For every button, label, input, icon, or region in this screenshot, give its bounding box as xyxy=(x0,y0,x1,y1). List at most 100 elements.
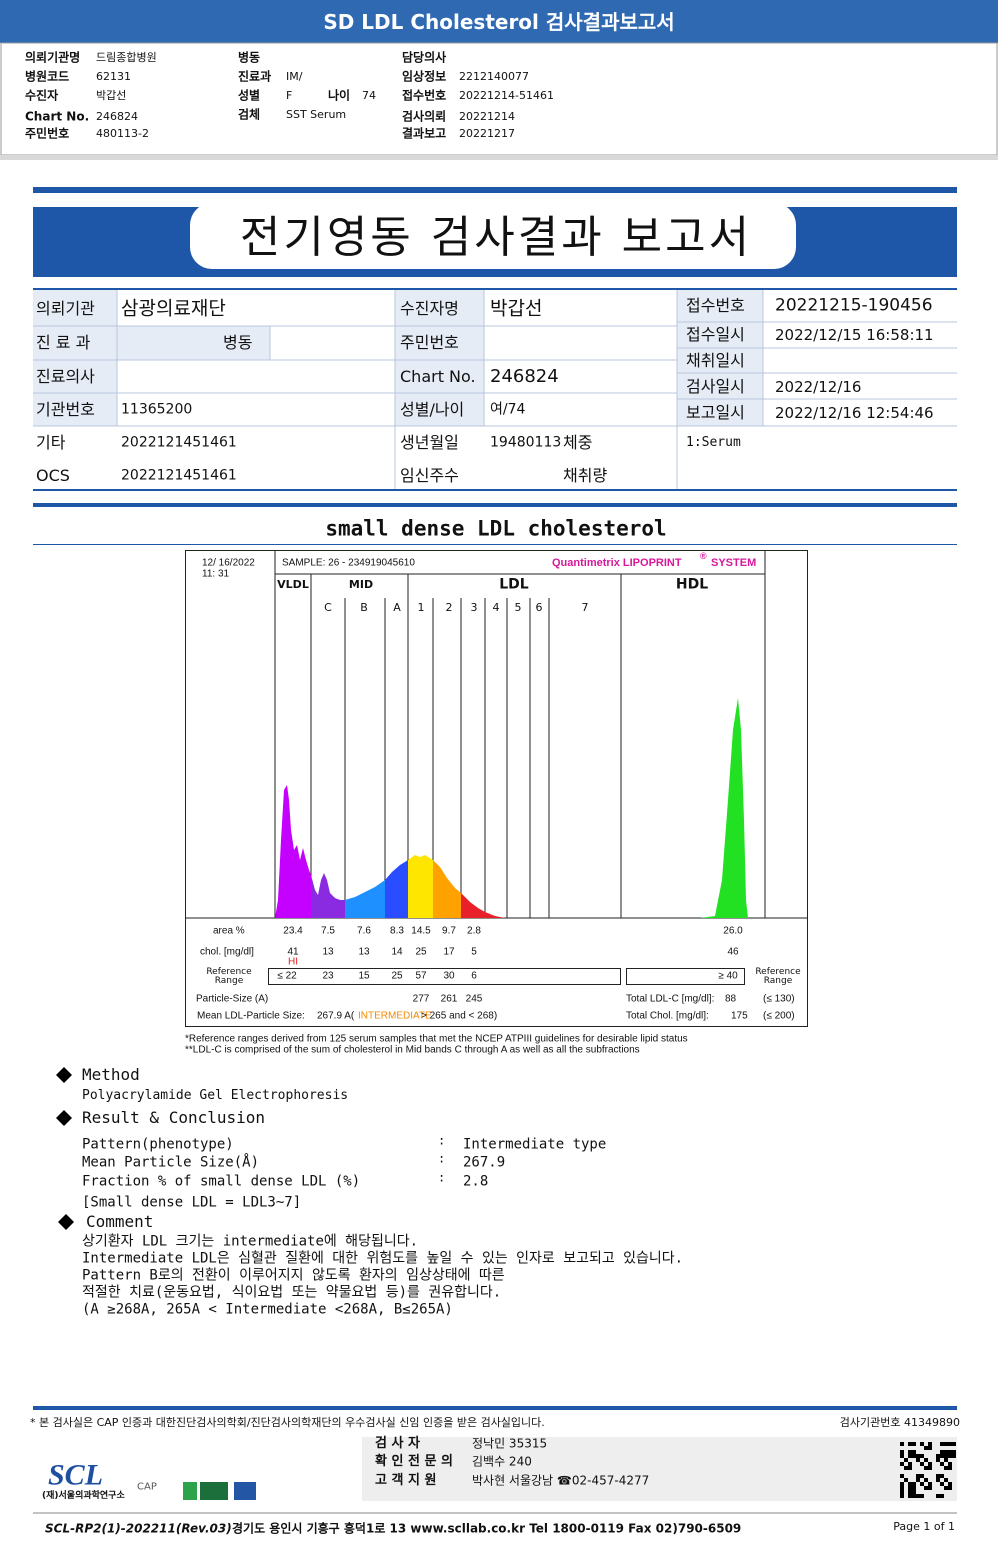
field-label: 수진자명 xyxy=(400,299,459,319)
band-label: 4 xyxy=(492,600,500,614)
chol-value: 14 xyxy=(391,946,403,958)
field-value: 병동 xyxy=(223,333,253,353)
qr-module xyxy=(912,1494,916,1498)
qr-module xyxy=(948,1482,952,1486)
qr-module xyxy=(900,1450,904,1454)
table-bottom xyxy=(33,489,957,491)
summary-label: 나이 xyxy=(328,88,351,103)
ref-boxes xyxy=(268,968,745,985)
field-label: 진료의사 xyxy=(36,367,95,387)
field-label: 접수일시 xyxy=(686,325,745,345)
chol-value: 13 xyxy=(358,946,370,958)
qr-module xyxy=(916,1494,920,1498)
result-value: 2.8 xyxy=(463,1173,489,1190)
qr-module xyxy=(944,1486,948,1490)
mean-class: INTERMEDIATE xyxy=(358,1010,432,1022)
field-value: 11365200 xyxy=(121,401,193,418)
section-heading: Comment xyxy=(86,1212,154,1232)
qr-module xyxy=(924,1458,928,1462)
qr-module xyxy=(908,1462,912,1466)
qr-module xyxy=(920,1454,924,1458)
qr-module xyxy=(920,1494,924,1498)
qr-module xyxy=(908,1482,912,1486)
field-label: 검사일시 xyxy=(686,377,745,397)
row-label: Mean LDL-Particle Size: xyxy=(197,1010,305,1022)
qr-module xyxy=(904,1466,908,1470)
result-label: Fraction % of small dense LDL (%) xyxy=(82,1173,361,1190)
summary-label: 검사의뢰 xyxy=(402,109,447,124)
summary-value: 480113-2 xyxy=(96,126,149,140)
field-value: 1:Serum xyxy=(686,434,741,450)
qr-code xyxy=(900,1442,956,1498)
band-label: 3 xyxy=(470,600,478,614)
summary-label: 성별 xyxy=(238,88,261,103)
cert-logos xyxy=(183,1482,256,1500)
page-number: Page 1 of 1 xyxy=(893,1519,955,1533)
qr-module xyxy=(928,1482,932,1486)
qr-module xyxy=(900,1474,904,1478)
row-label: Particle-Size (A) xyxy=(196,993,269,1005)
field-label: 보고일시 xyxy=(686,403,745,423)
summary-label: 병원코드 xyxy=(25,69,70,84)
field-value: 2022121451461 xyxy=(121,434,237,451)
chol-value: 46 xyxy=(727,946,739,958)
qr-module xyxy=(908,1450,912,1454)
row-label: Total LDL-C [mg/dl]: xyxy=(626,993,715,1005)
chart-brand: Quantimetrix LIPOPRINT xyxy=(552,556,682,569)
result-value: Intermediate type xyxy=(463,1136,607,1153)
row-label: Reference Range xyxy=(206,967,252,986)
staff-role: 고 객 지 원 xyxy=(375,1472,437,1488)
footnote: *Reference ranges derived from 125 serum… xyxy=(185,1033,688,1045)
comment-line: 상기환자 LDL 크기는 intermediate에 해당됩니다. xyxy=(82,1233,419,1250)
qr-module xyxy=(948,1454,952,1458)
summary-label: 수진자 xyxy=(25,88,59,103)
electrophoresis-peaks xyxy=(275,698,748,918)
summary-label: 주민번호 xyxy=(25,126,70,141)
chart-time: 11: 31 xyxy=(202,568,230,580)
footnote: **LDL-C is comprised of the sum of chole… xyxy=(185,1044,640,1056)
summary-label: 의뢰기관명 xyxy=(25,50,81,65)
ref-value: 6 xyxy=(471,970,477,982)
footer-line xyxy=(33,1406,957,1410)
section-underline xyxy=(33,544,957,545)
result-note: [Small dense LDL = LDL3~7] xyxy=(82,1194,302,1211)
summary-value: 62131 xyxy=(96,69,131,83)
result-label: Mean Particle Size(Å) xyxy=(82,1154,260,1171)
qr-module xyxy=(900,1486,904,1490)
summary-value: 20221217 xyxy=(459,126,515,140)
qr-module xyxy=(900,1462,904,1466)
summary-value: IM/ xyxy=(286,69,303,83)
qr-module xyxy=(928,1466,932,1470)
table-top xyxy=(33,288,957,290)
summary-value: 드림종합병원 xyxy=(96,50,157,64)
qr-module xyxy=(900,1494,904,1498)
summary-label: Chart No. xyxy=(25,109,90,124)
qr-module xyxy=(940,1450,944,1454)
chol-value: 17 xyxy=(443,946,455,958)
qr-module xyxy=(948,1442,952,1446)
summary-value: 박갑선 xyxy=(96,88,127,102)
qr-module xyxy=(928,1442,932,1446)
ref-value: 57 xyxy=(415,970,427,982)
qr-module xyxy=(944,1442,948,1446)
comment-line: 적절한 치료(운동요법, 식이요법 또는 약물요법 등)를 권유합니다. xyxy=(82,1284,502,1301)
area-value: 9.7 xyxy=(442,925,456,937)
field-value: 2022/12/16 12:54:46 xyxy=(775,403,934,422)
banner-center xyxy=(190,203,796,269)
header-bar xyxy=(0,0,998,43)
summary-value: 20221214-51461 xyxy=(459,88,554,102)
qr-module xyxy=(948,1486,952,1490)
qr-module xyxy=(912,1486,916,1490)
qr-module xyxy=(916,1454,920,1458)
field-value: 여/74 xyxy=(490,401,526,418)
staff-name: 박사현 서울강남 ☎02-457-4277 xyxy=(472,1473,650,1488)
comment-line: Pattern B로의 전환이 이루어지지 않도록 환자의 임상상태에 따른 xyxy=(82,1267,505,1284)
row-label: area % xyxy=(213,925,245,937)
separator: : xyxy=(438,1133,446,1148)
qr-module xyxy=(900,1482,904,1486)
ref-value: 15 xyxy=(358,970,370,982)
summary-label: 결과보고 xyxy=(402,126,447,141)
qr-module xyxy=(900,1490,904,1494)
qr-module xyxy=(940,1482,944,1486)
summary-box xyxy=(0,42,998,156)
